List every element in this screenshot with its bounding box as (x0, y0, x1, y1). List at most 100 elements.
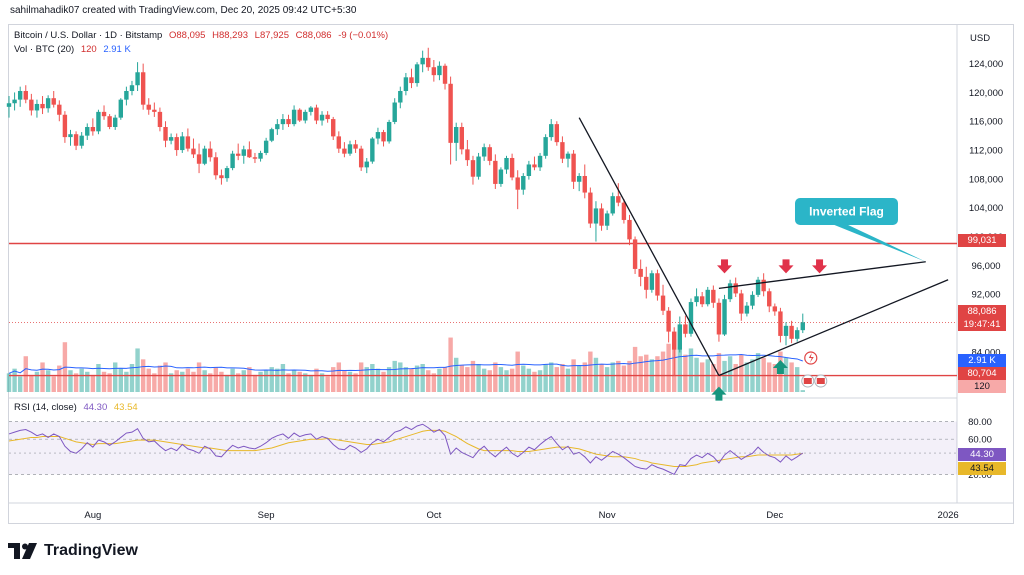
candle-body (118, 99, 123, 118)
candle-body (739, 293, 744, 314)
volume-bar (68, 370, 73, 392)
tradingview-brand[interactable]: TradingView (8, 540, 138, 562)
volume-bar (263, 370, 269, 392)
volume-bar (319, 373, 325, 392)
candle-body (565, 153, 571, 159)
volume-bar (733, 364, 738, 392)
volume-bar (124, 371, 129, 392)
candle-body (314, 107, 319, 121)
us-flag-stripes-icon (803, 378, 812, 384)
candle-body (727, 283, 733, 300)
candle-body (286, 119, 291, 125)
candle-body (202, 148, 207, 164)
trendline-flag-lower (718, 279, 949, 377)
candle-body (789, 325, 794, 339)
candle-body (722, 299, 727, 335)
candle-body (543, 137, 548, 156)
candle-body (783, 325, 789, 336)
price-tick-label: 124,000 (969, 59, 1003, 70)
candle-body (627, 219, 632, 240)
candle-body (347, 144, 353, 154)
volume-bar (727, 356, 733, 392)
candle-body (599, 208, 604, 226)
candle-body (291, 109, 297, 125)
currency-label[interactable]: USD (970, 33, 991, 44)
volume-bar (85, 371, 90, 392)
candle-body (487, 147, 492, 161)
volume-bar (509, 368, 515, 392)
candle-body (778, 311, 783, 336)
candle-body (185, 136, 191, 149)
volume-bar (202, 370, 207, 392)
volume-bar (666, 343, 671, 392)
volume-label[interactable]: Vol · BTC (20) (14, 44, 75, 55)
candle-body (180, 136, 185, 151)
down-arrow-marker (812, 259, 828, 274)
pattern-label: Inverted Flag (809, 205, 884, 219)
volume-bar (269, 367, 274, 392)
volume-bar (6, 373, 12, 392)
candle-body (62, 114, 68, 138)
candle-body (163, 127, 168, 141)
time-tick-label: Aug (84, 510, 101, 521)
volume-ma-line (8, 354, 803, 374)
volume-bar (34, 371, 40, 392)
trendline-flag-upper (718, 261, 926, 290)
volume-tag: 120 (958, 380, 1006, 393)
volume-bar (481, 368, 487, 392)
volume-ma-value: 2.91 K (103, 44, 131, 55)
ohlc-high: H88,293 (212, 30, 249, 41)
volume-bar (616, 360, 621, 392)
volume-bar (314, 368, 319, 392)
candle-series (6, 47, 805, 376)
volume-bar (392, 360, 397, 392)
rsi-legend: RSI (14, close) 44.30 43.54 (14, 402, 142, 413)
volume-bar (40, 362, 45, 392)
symbol-name[interactable]: Bitcoin / U.S. Dollar · 1D · Bitstamp (14, 30, 163, 41)
candle-body (549, 124, 554, 138)
down-arrow-marker (778, 259, 794, 274)
price-tick-label: 92,000 (971, 290, 1000, 301)
volume-bar (247, 367, 252, 392)
candle-body (230, 153, 235, 169)
rsi-label[interactable]: RSI (14, close) (14, 402, 77, 413)
candle-body (241, 149, 246, 156)
time-tick-label: Oct (426, 510, 441, 521)
candle-body (420, 57, 425, 65)
price-tick-label: 96,000 (971, 261, 1000, 272)
volume-bar (364, 367, 369, 392)
volume-bar (185, 368, 191, 392)
candle-body (40, 103, 45, 109)
volume-bar (588, 351, 593, 392)
volume-bar (554, 367, 560, 392)
volume-bar (487, 370, 492, 392)
candle-body (90, 127, 96, 132)
candle-body (29, 99, 34, 111)
candle-body (342, 148, 347, 154)
candle-body (51, 98, 56, 105)
volume-bar (711, 364, 716, 392)
rsi-band (9, 421, 957, 475)
candle-body (744, 305, 750, 314)
candle-body (174, 137, 179, 151)
volume-bar (437, 368, 442, 392)
volume-bar (90, 374, 96, 392)
candle-body (733, 283, 738, 294)
volume-bar (644, 354, 649, 392)
candle-body (107, 116, 112, 128)
volume-bar (560, 364, 565, 392)
up-arrow-marker (772, 360, 788, 375)
volume-bar (146, 368, 151, 392)
candle-body (498, 169, 504, 184)
volume-bar (157, 365, 163, 392)
candle-body (331, 119, 336, 137)
price-tick-label: 120,000 (969, 88, 1003, 99)
volume-bar (96, 364, 101, 392)
candle-body (672, 331, 677, 350)
chart-frame (8, 24, 1014, 524)
candle-body (336, 136, 342, 149)
volume-bar (213, 367, 219, 392)
volume-bar (621, 365, 627, 392)
candle-body (219, 175, 224, 179)
